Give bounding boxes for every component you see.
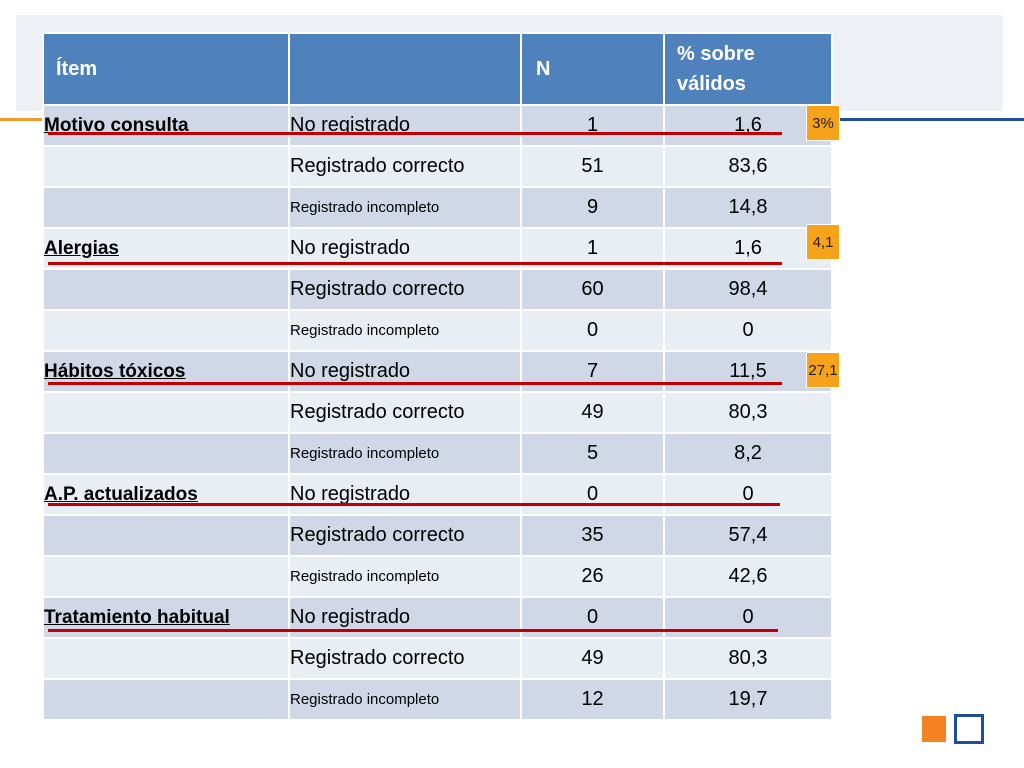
percent-cell: 42,6 <box>663 555 833 598</box>
n-cell: 12 <box>520 678 665 721</box>
header-pct: % sobre válidos <box>663 32 833 106</box>
item-cell: A.P. actualizados <box>42 473 290 516</box>
underline-alergias <box>48 262 782 265</box>
percent-cell: 8,2 <box>663 432 833 475</box>
n-cell: 49 <box>520 637 665 680</box>
item-cell <box>42 268 290 311</box>
n-cell: 9 <box>520 186 665 229</box>
item-cell <box>42 514 290 557</box>
underline-tratamiento-habitual <box>48 629 778 632</box>
item-cell <box>42 309 290 352</box>
percent-cell: 19,7 <box>663 678 833 721</box>
percent-cell: 14,8 <box>663 186 833 229</box>
item-cell: Hábitos tóxicos <box>42 350 290 393</box>
table-row: Registrado incompleto 26 42,6 <box>42 555 833 598</box>
table-row: Motivo consulta No registrado 1 1,6 <box>42 104 833 147</box>
item-cell <box>42 637 290 680</box>
annotation-badge-3: 27,1 <box>806 352 840 388</box>
item-cell <box>42 678 290 721</box>
n-cell: 7 <box>520 350 665 393</box>
table-row: Registrado incompleto 5 8,2 <box>42 432 833 475</box>
category-cell: No registrado <box>288 104 522 147</box>
item-cell <box>42 391 290 434</box>
category-cell: No registrado <box>288 473 522 516</box>
n-cell: 51 <box>520 145 665 188</box>
category-cell: Registrado incompleto <box>288 432 522 475</box>
table-row: Registrado correcto 49 80,3 <box>42 391 833 434</box>
table-row: Registrado correcto 51 83,6 <box>42 145 833 188</box>
item-cell <box>42 186 290 229</box>
table-row: Registrado incompleto 12 19,7 <box>42 678 833 721</box>
category-cell: Registrado incompleto <box>288 555 522 598</box>
header-blank <box>288 32 522 106</box>
category-cell: Registrado correcto <box>288 637 522 680</box>
orange-square-icon <box>922 716 946 742</box>
header-item: Ítem <box>42 32 290 106</box>
n-cell: 49 <box>520 391 665 434</box>
item-cell: Motivo consulta <box>42 104 290 147</box>
category-cell: No registrado <box>288 350 522 393</box>
table-row: Registrado correcto 35 57,4 <box>42 514 833 557</box>
outline-square-icon <box>954 714 984 744</box>
table-row: Registrado correcto 60 98,4 <box>42 268 833 311</box>
header-n: N <box>520 32 665 106</box>
percent-cell: 57,4 <box>663 514 833 557</box>
percent-cell: 0 <box>663 309 833 352</box>
results-table: Ítem N % sobre válidos Motivo consulta No… <box>42 32 833 721</box>
table-row: Registrado incompleto 9 14,8 <box>42 186 833 229</box>
category-cell: Registrado incompleto <box>288 186 522 229</box>
accent-line-right <box>838 118 1024 121</box>
table-header-row: Ítem N % sobre válidos <box>42 32 833 106</box>
percent-cell: 1,6 <box>663 104 833 147</box>
percent-cell: 98,4 <box>663 268 833 311</box>
percent-cell: 80,3 <box>663 637 833 680</box>
item-cell <box>42 432 290 475</box>
n-cell: 60 <box>520 268 665 311</box>
table-row: Registrado incompleto 0 0 <box>42 309 833 352</box>
annotation-badge-1: 3% <box>806 105 840 141</box>
category-cell: Registrado correcto <box>288 391 522 434</box>
n-cell: 1 <box>520 104 665 147</box>
underline-ap-actualizados <box>48 503 780 506</box>
percent-cell: 0 <box>663 473 833 516</box>
percent-cell: 11,5 <box>663 350 833 393</box>
category-cell: Registrado correcto <box>288 514 522 557</box>
item-cell <box>42 145 290 188</box>
table-row: A.P. actualizados No registrado 0 0 <box>42 473 833 516</box>
table-row: Hábitos tóxicos No registrado 7 11,5 <box>42 350 833 393</box>
table-row: Registrado correcto 49 80,3 <box>42 637 833 680</box>
percent-cell: 80,3 <box>663 391 833 434</box>
underline-motivo-consulta <box>48 132 782 135</box>
category-cell: Registrado correcto <box>288 145 522 188</box>
n-cell: 5 <box>520 432 665 475</box>
category-cell: Registrado incompleto <box>288 309 522 352</box>
category-cell: Registrado correcto <box>288 268 522 311</box>
n-cell: 35 <box>520 514 665 557</box>
accent-line-left <box>0 118 45 121</box>
n-cell: 0 <box>520 473 665 516</box>
annotation-badge-2: 4,1 <box>806 224 840 260</box>
category-cell: Registrado incompleto <box>288 678 522 721</box>
n-cell: 0 <box>520 309 665 352</box>
n-cell: 26 <box>520 555 665 598</box>
underline-habitos-toxicos <box>48 382 782 385</box>
percent-cell: 83,6 <box>663 145 833 188</box>
item-cell <box>42 555 290 598</box>
